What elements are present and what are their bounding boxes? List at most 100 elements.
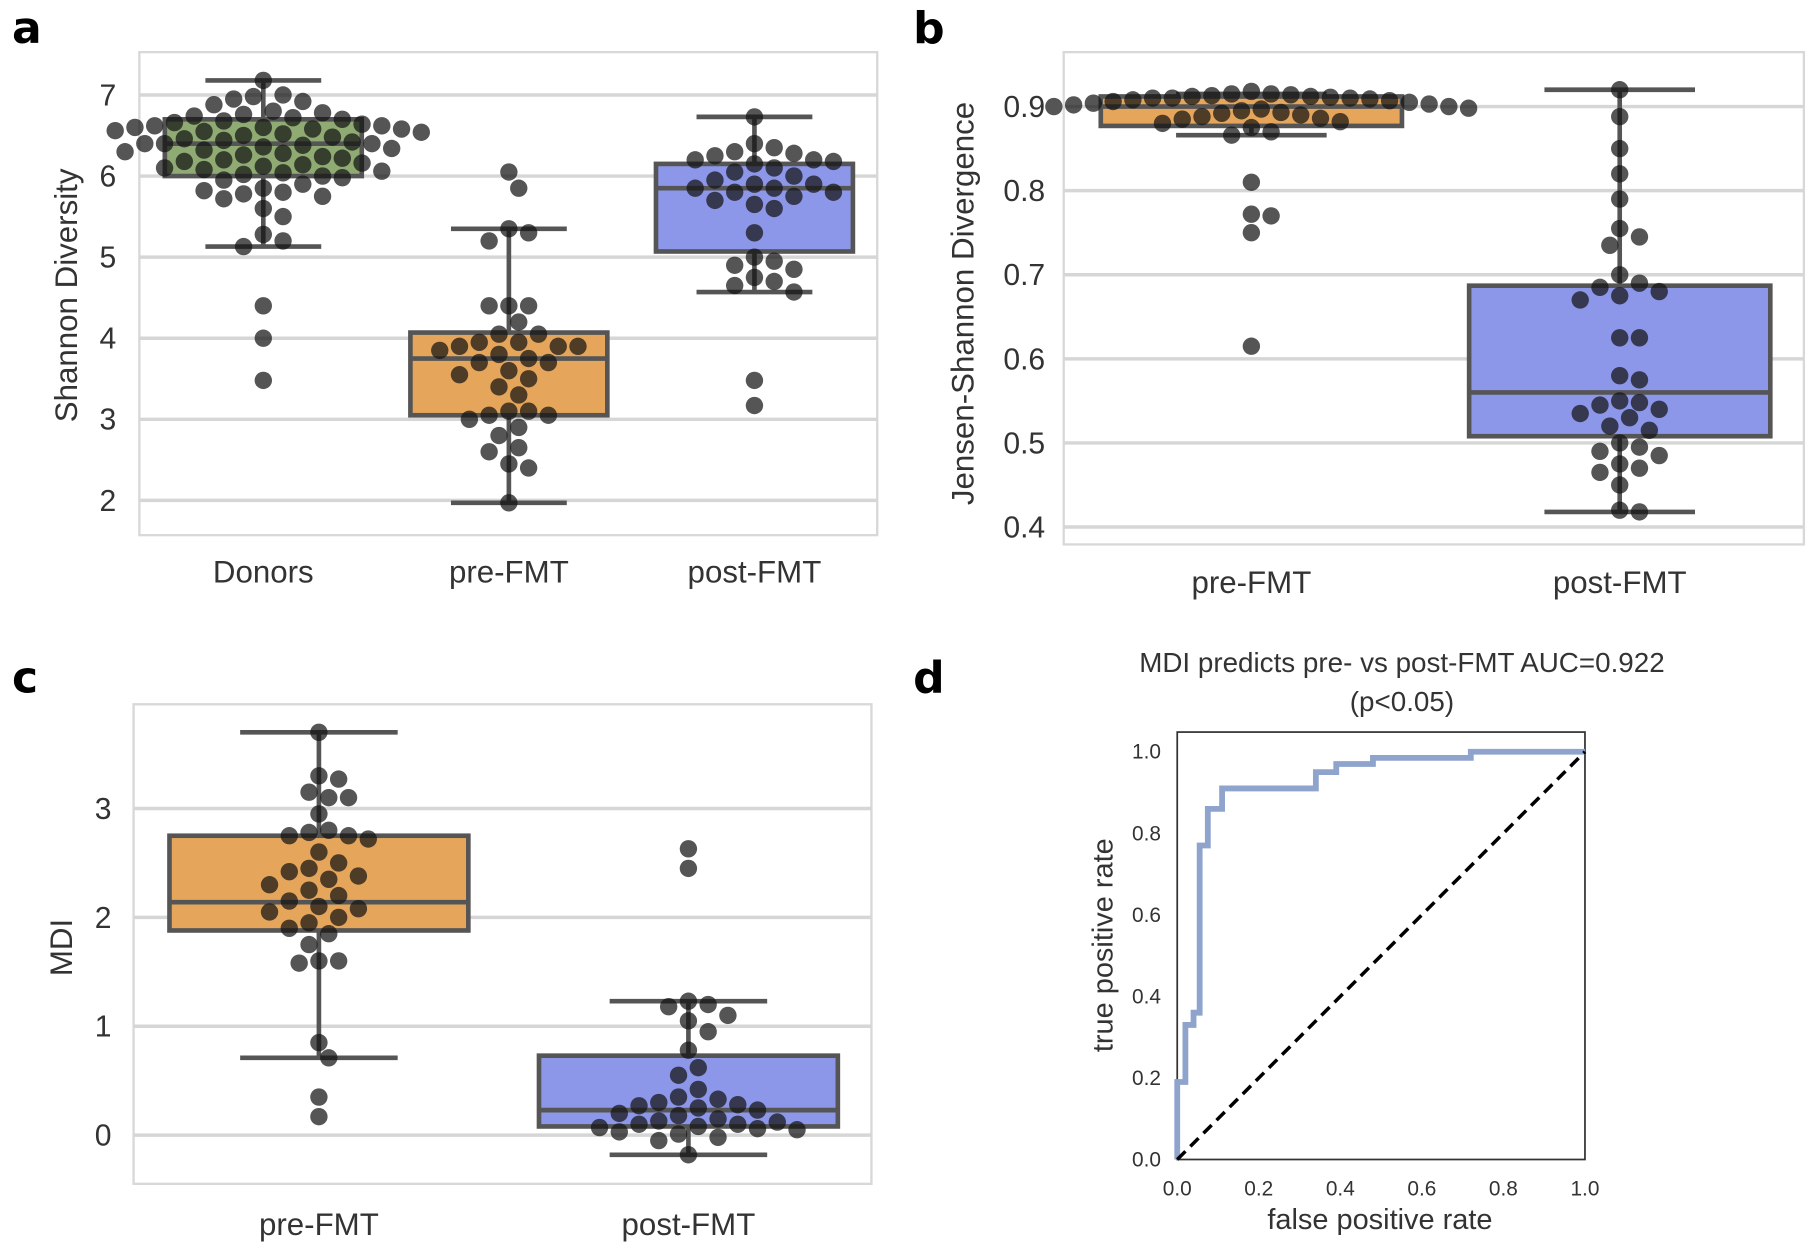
data-point — [175, 130, 193, 148]
data-point — [1591, 396, 1609, 414]
data-point — [320, 1049, 338, 1067]
data-point — [329, 770, 348, 788]
data-point — [510, 386, 528, 404]
data-point — [679, 859, 698, 878]
data-point — [500, 455, 518, 473]
data-point — [234, 126, 253, 145]
data-point — [1301, 87, 1320, 106]
data-point — [310, 805, 328, 823]
data-point — [1611, 219, 1629, 238]
data-point — [480, 406, 498, 424]
data-point — [500, 494, 518, 512]
data-point — [679, 1012, 698, 1030]
data-point — [260, 903, 279, 921]
data-point — [729, 1095, 747, 1114]
data-point — [320, 870, 338, 888]
data-point — [686, 179, 704, 197]
data-point — [1630, 503, 1649, 521]
data-point — [1630, 274, 1649, 292]
data-point — [726, 183, 744, 201]
data-point — [333, 169, 351, 187]
y-tick-label: 2 — [95, 902, 112, 935]
data-point — [320, 788, 338, 807]
data-point — [205, 96, 223, 114]
y-axis-label: MDI — [44, 919, 79, 976]
data-point — [274, 144, 292, 163]
data-point — [234, 105, 253, 124]
data-point — [490, 345, 508, 364]
data-point — [195, 181, 213, 200]
data-point — [1611, 434, 1629, 452]
x-tick-label: 1.0 — [1570, 1177, 1599, 1200]
data-point — [745, 268, 764, 287]
data-point — [768, 1113, 786, 1131]
data-point — [706, 171, 724, 189]
data-point — [1331, 113, 1349, 131]
data-point — [254, 157, 272, 176]
data-point — [1611, 329, 1629, 347]
data-point — [333, 149, 351, 167]
data-point — [313, 167, 332, 185]
data-point — [1650, 400, 1668, 418]
panel-d-roc-curve: 0.0 0.2 0.4 0.6 0.8 1.0 0.0 0.2 0.4 0.6 0.8 1.0 MDI … — [1087, 647, 1664, 1236]
data-point — [1203, 86, 1221, 105]
data-point — [1193, 107, 1211, 126]
data-point — [1222, 126, 1241, 144]
data-point — [1242, 205, 1261, 223]
data-point — [1630, 228, 1649, 246]
data-point — [1620, 409, 1639, 427]
data-point — [234, 146, 253, 164]
data-point — [500, 163, 518, 181]
data-point — [1591, 278, 1609, 297]
data-point — [1311, 109, 1330, 128]
y-tick-label: 0 — [95, 1120, 112, 1153]
data-point — [650, 1131, 668, 1150]
data-point — [1272, 103, 1290, 122]
data-point — [500, 220, 518, 238]
data-point — [590, 1118, 609, 1137]
data-point — [382, 139, 401, 158]
data-point — [669, 1088, 688, 1106]
data-point — [650, 1093, 668, 1112]
data-point — [363, 134, 381, 153]
data-point — [719, 1006, 737, 1025]
data-point — [323, 128, 342, 146]
data-point — [1400, 93, 1419, 112]
data-point — [1124, 91, 1142, 109]
y-tick-label: 0.7 — [1003, 259, 1045, 292]
data-point — [519, 349, 538, 368]
data-point — [1232, 102, 1251, 120]
data-point — [300, 914, 318, 932]
data-point — [310, 843, 328, 861]
data-point — [1262, 85, 1280, 103]
data-point — [490, 378, 508, 396]
data-point — [510, 418, 528, 437]
data-point — [689, 1117, 707, 1136]
data-point — [1440, 97, 1458, 116]
data-point — [254, 118, 272, 137]
data-point — [510, 333, 528, 351]
data-point — [329, 886, 348, 905]
data-point — [274, 232, 292, 250]
x-tick-label: 0.2 — [1244, 1177, 1273, 1200]
data-point — [310, 897, 328, 916]
data-point — [1630, 438, 1649, 456]
data-point — [726, 256, 744, 274]
plot-area — [1176, 731, 1586, 1161]
data-point — [373, 117, 391, 135]
data-point — [234, 185, 253, 203]
y-tick-label: 7 — [99, 79, 116, 112]
data-point — [726, 143, 744, 161]
data-point — [785, 260, 803, 278]
data-point — [689, 1099, 707, 1117]
data-point — [1242, 118, 1261, 137]
data-point — [353, 154, 371, 172]
data-point — [745, 224, 764, 242]
data-point — [1173, 110, 1191, 128]
data-point — [1252, 100, 1270, 118]
data-point — [824, 152, 843, 171]
data-point — [748, 1119, 767, 1138]
data-point — [480, 297, 498, 315]
data-point — [195, 160, 213, 179]
data-point — [349, 867, 368, 885]
